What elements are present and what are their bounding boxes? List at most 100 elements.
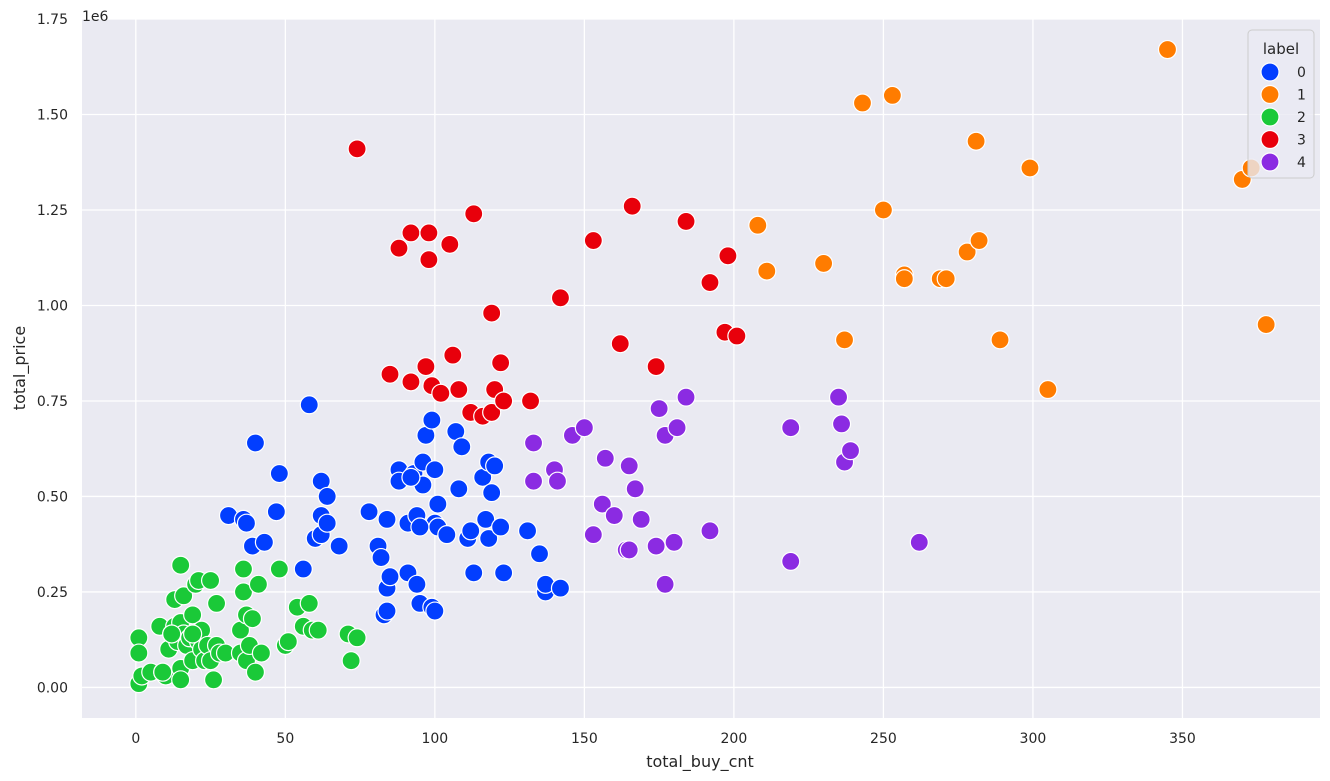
x-tick-label: 150 — [571, 731, 598, 747]
data-point-label-0 — [380, 567, 400, 587]
legend: label 0 1 2 3 4 — [1247, 29, 1315, 179]
data-point-label-2 — [269, 559, 289, 579]
data-point-label-3 — [401, 372, 421, 392]
data-point-label-2 — [341, 651, 361, 671]
data-point-label-4 — [831, 414, 852, 434]
data-point-label-1 — [1157, 39, 1178, 60]
data-point-label-0 — [317, 513, 337, 533]
data-point-label-1 — [748, 215, 768, 235]
data-point-label-3 — [676, 211, 696, 232]
data-point-label-4 — [592, 494, 612, 514]
data-point-label-4 — [574, 418, 594, 438]
data-point-label-3 — [389, 238, 409, 258]
data-point-label-4 — [583, 525, 603, 545]
y-tick-labels: 0.00 0.25 0.50 0.75 1.00 1.25 1.50 1.75 — [37, 12, 68, 696]
data-point-label-3 — [482, 303, 502, 323]
data-point-label-2 — [183, 624, 203, 644]
x-axis-title: total_buy_cnt — [646, 752, 754, 772]
legend-title: label — [1263, 40, 1299, 58]
y-tick-label: 0.75 — [37, 394, 68, 410]
y-tick-label: 1.75 — [37, 12, 68, 28]
data-point-label-3 — [419, 223, 439, 243]
data-point-label-1 — [1256, 314, 1276, 335]
x-tick-label: 100 — [421, 731, 448, 747]
legend-marker-4 — [1260, 152, 1280, 172]
data-point-label-0 — [359, 502, 379, 522]
y-axis-title: total_price — [10, 326, 30, 410]
data-point-label-0 — [482, 483, 502, 503]
data-point-label-0 — [464, 563, 484, 583]
data-point-label-3 — [727, 326, 747, 346]
data-point-label-1 — [757, 261, 777, 281]
data-point-label-3 — [347, 139, 367, 159]
data-point-label-4 — [840, 441, 861, 461]
data-point-label-0 — [452, 437, 472, 457]
data-point-label-0 — [494, 563, 514, 583]
y-tick-label: 0.25 — [37, 585, 68, 601]
data-point-label-0 — [410, 517, 430, 537]
data-point-label-0 — [269, 463, 289, 484]
data-point-label-2 — [174, 586, 194, 606]
y-tick-label: 1.00 — [37, 298, 68, 314]
data-point-label-3 — [401, 223, 421, 243]
data-point-label-3 — [550, 288, 571, 308]
data-point-label-2 — [162, 624, 182, 644]
x-tick-label: 300 — [1020, 731, 1047, 747]
x-tick-label: 350 — [1169, 731, 1196, 747]
data-point-label-0 — [377, 601, 397, 621]
x-tick-label: 50 — [276, 731, 294, 747]
data-point-label-2 — [129, 643, 149, 663]
data-point-label-3 — [431, 383, 451, 403]
data-point-label-3 — [646, 356, 666, 377]
legend-label-3: 3 — [1297, 133, 1306, 149]
data-point-label-0 — [428, 494, 448, 514]
data-point-label-2 — [171, 555, 191, 575]
y-offset-text: 1e6 — [82, 9, 109, 25]
data-point-label-2 — [206, 593, 227, 614]
data-point-label-3 — [482, 402, 502, 423]
data-point-label-4 — [523, 433, 544, 453]
data-point-label-3 — [718, 246, 738, 266]
y-tick-label: 1.50 — [37, 107, 68, 123]
data-point-label-0 — [371, 547, 391, 568]
data-point-label-1 — [882, 85, 902, 105]
y-tick-label: 0.50 — [37, 489, 68, 505]
data-point-label-0 — [329, 536, 349, 556]
data-point-label-0 — [245, 433, 266, 453]
data-point-label-4 — [781, 551, 801, 571]
data-point-label-2 — [171, 670, 191, 690]
data-point-label-1 — [936, 269, 956, 289]
data-point-label-3 — [610, 334, 630, 354]
data-point-label-1 — [873, 200, 894, 220]
data-point-label-0 — [437, 525, 457, 545]
y-tick-label: 1.25 — [37, 203, 68, 219]
data-point-label-0 — [254, 532, 275, 552]
data-point-label-3 — [440, 234, 460, 254]
data-point-label-2 — [200, 570, 221, 591]
x-tick-label: 250 — [870, 731, 897, 747]
data-point-label-4 — [664, 532, 684, 552]
legend-marker-2 — [1260, 107, 1280, 127]
data-point-label-3 — [443, 345, 463, 365]
data-point-label-2 — [203, 670, 224, 690]
data-point-label-4 — [619, 456, 639, 476]
data-point-label-4 — [700, 521, 720, 541]
data-point-label-1 — [969, 230, 989, 251]
legend-label-2: 2 — [1297, 110, 1306, 126]
data-point-label-0 — [377, 509, 397, 529]
data-points — [129, 39, 1276, 694]
data-point-label-0 — [485, 456, 505, 476]
legend-label-0: 0 — [1297, 65, 1306, 81]
data-point-label-1 — [957, 242, 977, 262]
data-point-label-0 — [299, 395, 319, 415]
data-point-label-0 — [550, 578, 571, 598]
data-point-label-0 — [401, 467, 421, 487]
data-point-label-1 — [1038, 379, 1058, 400]
data-point-label-1 — [852, 93, 873, 113]
plot-area-background — [82, 19, 1320, 718]
data-point-label-0 — [422, 410, 442, 430]
data-point-label-1 — [1020, 158, 1040, 178]
data-point-label-3 — [583, 230, 603, 251]
data-point-label-2 — [248, 574, 269, 594]
